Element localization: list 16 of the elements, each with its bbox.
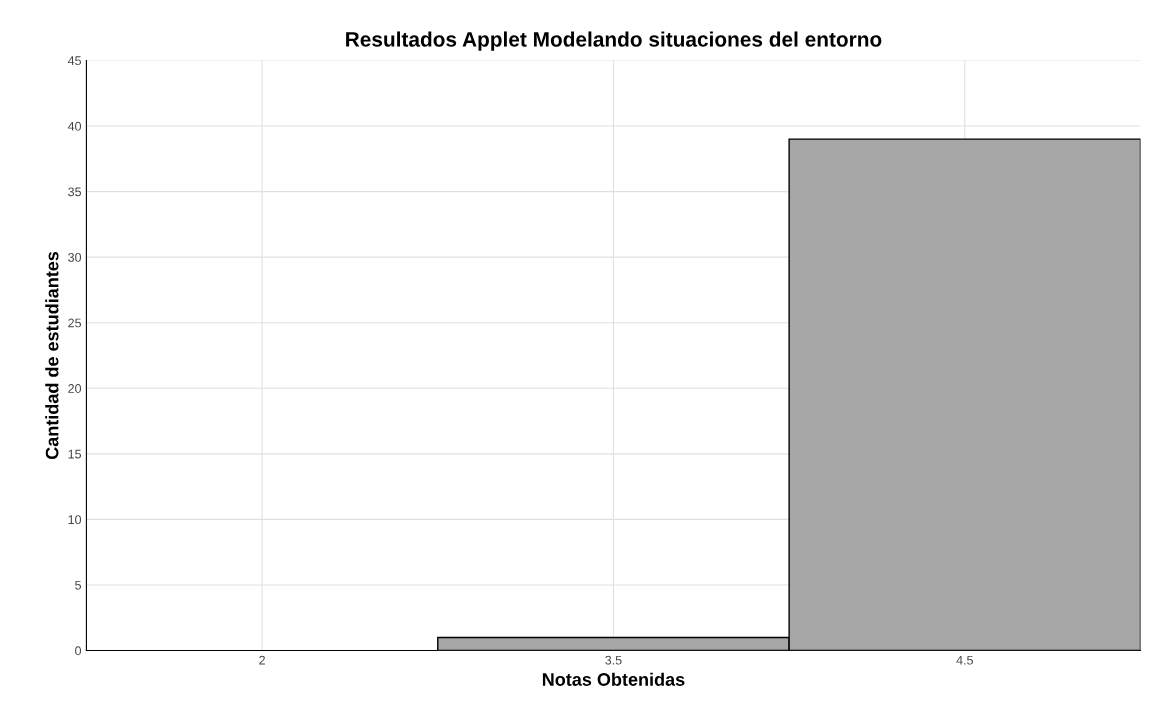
x-axis-title: Notas Obtenidas (542, 672, 685, 686)
y-tick-label: 20 (68, 384, 82, 393)
y-tick-label: 30 (68, 252, 82, 262)
chart-title: Resultados Applet Modelando situaciones del entorno (346, 31, 882, 51)
x-tick-label: 3.5 (605, 655, 622, 665)
y-tick-label: 10 (68, 515, 82, 525)
y-tick-label: 0 (75, 646, 82, 656)
y-tick-label: 15 (68, 449, 82, 459)
x-tick-label: 2 (259, 655, 265, 665)
y-tick-label: 5 (75, 580, 82, 590)
y-tick-label: 45 (67, 56, 82, 66)
x-tick-label: 4.5 (956, 655, 973, 665)
y-tick-label: 35 (68, 187, 82, 197)
y-tick-label: 25 (68, 318, 82, 328)
y-tick-label: 40 (67, 121, 82, 131)
y-axis-title: Cantidad de estudiantes (45, 251, 59, 460)
